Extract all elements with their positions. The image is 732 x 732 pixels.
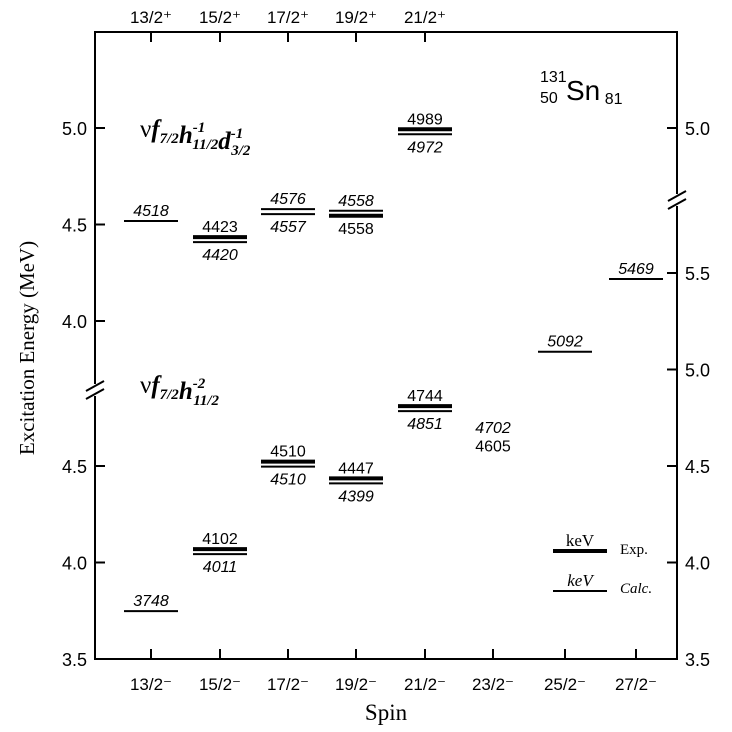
x-tick-label-bottom: 15/2⁻ xyxy=(199,675,241,694)
tick-labels: 3.5 4.0 4.5 4.0 4.5 5.0 3.5 4.0 4.5 5.0 5.5 5.0 13/2… xyxy=(62,8,710,694)
x-tick-label-bottom: 23/2⁻ xyxy=(472,675,514,694)
x-tick-label-bottom: 27/2⁻ xyxy=(615,675,657,694)
x-tick-label-top: 15/2⁺ xyxy=(199,8,241,27)
x-axis-label: Spin xyxy=(365,700,408,725)
mass-number: 131 xyxy=(540,69,567,86)
left-lower-tick-label: 3.5 xyxy=(62,650,87,670)
neutron-number: 81 xyxy=(605,91,623,108)
right-lower-tick-label: 3.5 xyxy=(685,650,710,670)
right-lower-tick-label: 5.5 xyxy=(685,264,710,284)
left-upper-tick-label: 5.0 xyxy=(62,119,87,139)
level-positive-13-2-calc-label: 4518 xyxy=(133,203,169,220)
x-tick-label-top: 13/2⁺ xyxy=(130,8,172,27)
x-tick-label-bottom: 13/2⁻ xyxy=(130,675,172,694)
left-axis-break-slash xyxy=(85,380,105,392)
level-negative-23-2-exp-label: 4605 xyxy=(475,439,511,456)
left-upper-tick-label: 4.5 xyxy=(62,216,87,236)
level-negative-17-2-exp-label: 4510 xyxy=(270,444,306,461)
config-label-upper: νf7/2h-1 11/2d-1 3/2 xyxy=(140,116,251,159)
left-lower-tick-label: 4.5 xyxy=(62,457,87,477)
level-negative-19-2-calc-label: 4399 xyxy=(338,488,374,505)
x-tick-label-bottom: 21/2⁻ xyxy=(404,675,446,694)
level-negative-27-2-calc-label: 5469 xyxy=(618,261,654,278)
level-negative-23-2-calc-label: 4702 xyxy=(475,420,511,437)
level-positive-19-2-calc-label: 4558 xyxy=(338,193,374,210)
legend-exp-text: Exp. xyxy=(620,542,648,558)
level-negative-15-2-exp-label: 4102 xyxy=(202,531,238,548)
level-positive-19-2-exp-label: 4558 xyxy=(338,221,374,238)
legend-exp-unit: keV xyxy=(566,531,595,550)
proton-number: 50 xyxy=(540,90,558,107)
level-positive-15-2-exp-label: 4423 xyxy=(202,219,238,236)
right-axis-break-gap xyxy=(668,194,686,206)
right-upper-tick-label: 5.0 xyxy=(685,119,710,139)
level-negative-25-2-calc-label: 5092 xyxy=(547,334,583,351)
level-negative-21-2-calc-label: 4851 xyxy=(407,416,443,433)
x-tick-label-bottom: 25/2⁻ xyxy=(544,675,586,694)
nucleus-label: 131 50 Sn 81 xyxy=(540,69,623,108)
level-negative-13-2-calc-label: 3748 xyxy=(133,593,169,610)
level-positive-17-2-calc-label: 4557 xyxy=(270,219,307,236)
x-tick-label-top: 21/2⁺ xyxy=(404,8,446,27)
axis-ticks xyxy=(95,32,677,660)
left-lower-tick-label: 4.0 xyxy=(62,554,87,574)
level-negative-19-2-exp-label: 4447 xyxy=(338,460,374,477)
right-lower-tick-label: 4.5 xyxy=(685,457,710,477)
x-tick-label-top: 17/2⁺ xyxy=(267,8,309,27)
chart-annotations: νf7/2h-1 11/2d-1 3/2 νf7/2h-2 11/2 keV Exp. keV… xyxy=(85,116,687,597)
x-tick-label-bottom: 17/2⁻ xyxy=(267,675,309,694)
right-lower-tick-label: 5.0 xyxy=(685,361,710,381)
left-axis-break-gap xyxy=(86,384,104,396)
level-positive-21-2-exp-label: 4989 xyxy=(407,111,443,128)
legend-calc-unit: keV xyxy=(567,571,595,590)
plot-frame xyxy=(94,31,678,660)
right-axis-break-slash xyxy=(667,190,687,202)
x-tick-label-top: 19/2⁺ xyxy=(335,8,377,27)
level-positive-17-2-calc-label: 4576 xyxy=(270,191,306,208)
level-negative-17-2-calc-label: 4510 xyxy=(270,472,306,489)
energy-levels: 3748 4102 4011 4510 4510 4447 4399 4744 4851 4702… xyxy=(124,111,663,613)
y-axis-label: Excitation Energy (MeV) xyxy=(15,241,39,455)
right-axis-break-slash xyxy=(667,198,687,210)
x-tick-label-bottom: 19/2⁻ xyxy=(335,675,377,694)
legend-calc-text: Calc. xyxy=(620,581,652,597)
right-lower-tick-label: 4.0 xyxy=(685,554,710,574)
config-label-lower: νf7/2h-2 11/2 xyxy=(140,372,220,409)
level-negative-21-2-exp-label: 4744 xyxy=(407,388,443,405)
left-axis-break-slash xyxy=(85,388,105,400)
level-negative-15-2-calc-label: 4011 xyxy=(203,559,237,576)
element-symbol: Sn xyxy=(566,75,600,106)
level-positive-21-2-calc-label: 4972 xyxy=(407,139,443,156)
level-positive-15-2-calc-label: 4420 xyxy=(202,247,238,264)
left-upper-tick-label: 4.0 xyxy=(62,312,87,332)
